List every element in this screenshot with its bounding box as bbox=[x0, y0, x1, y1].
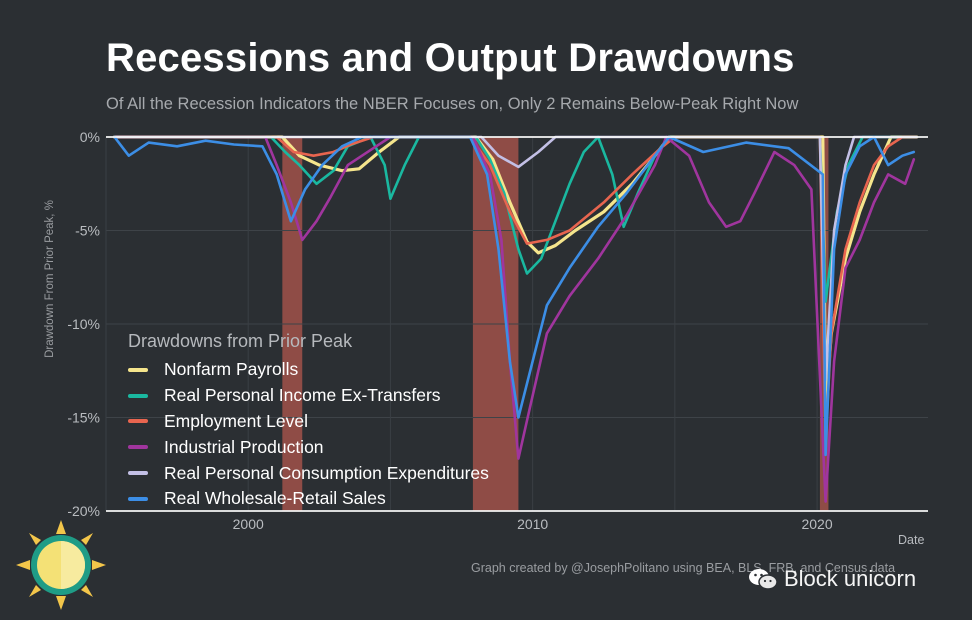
x-tick-label: 2020 bbox=[801, 516, 832, 532]
legend-swatch bbox=[128, 496, 148, 501]
legend-item: Real Personal Consumption Expenditures bbox=[128, 460, 489, 486]
legend-label: Employment Level bbox=[164, 410, 308, 431]
legend-item: Nonfarm Payrolls bbox=[128, 357, 489, 383]
legend-label: Real Personal Income Ex-Transfers bbox=[164, 385, 441, 406]
watermark: Block unicorn bbox=[748, 566, 916, 592]
y-tick-label: -10% bbox=[67, 316, 100, 332]
sun-logo bbox=[16, 520, 106, 615]
series-line-industrial-production bbox=[113, 135, 916, 503]
legend-label: Nonfarm Payrolls bbox=[164, 359, 299, 380]
legend-item: Real Personal Income Ex-Transfers bbox=[128, 383, 489, 409]
legend-label: Industrial Production bbox=[164, 436, 324, 457]
y-tick-label: 0% bbox=[80, 129, 100, 145]
y-tick-label: -20% bbox=[67, 503, 100, 519]
legend-item: Employment Level bbox=[128, 409, 489, 435]
series-line-real-wholesale-retail-sales bbox=[113, 135, 916, 457]
x-tick-label: 2000 bbox=[233, 516, 264, 532]
legend-swatch bbox=[128, 367, 148, 372]
y-tick-label: -15% bbox=[67, 410, 100, 426]
legend-swatch bbox=[128, 419, 148, 424]
x-tick-label: 2010 bbox=[517, 516, 548, 532]
axes: 0% -5% -10% -15% -20% 2000 2010 2020 Drawdown Fr… bbox=[44, 129, 928, 532]
watermark-text: Block unicorn bbox=[784, 566, 917, 591]
legend-label: Real Wholesale-Retail Sales bbox=[164, 488, 386, 509]
series-lines bbox=[112, 135, 919, 503]
source-caption: Graph created by @JosephPolitano using B… bbox=[471, 561, 896, 575]
wechat-icon bbox=[748, 567, 778, 591]
legend-title: Drawdowns from Prior Peak bbox=[128, 331, 353, 351]
y-tick-label: -5% bbox=[75, 223, 100, 239]
y-axis-label: Drawdown From Prior Peak, % bbox=[44, 200, 56, 358]
x-axis-label: Date bbox=[898, 533, 925, 547]
legend-item: Real Wholesale-Retail Sales bbox=[128, 486, 489, 512]
legend-swatch bbox=[128, 471, 148, 476]
legend-label: Real Personal Consumption Expenditures bbox=[164, 462, 489, 483]
legend-swatch bbox=[128, 393, 148, 398]
legend-swatch bbox=[128, 445, 148, 450]
chart-legend: Drawdowns from Prior Peak Nonfarm Payrol… bbox=[128, 331, 489, 512]
chart-subtitle: Of All the Recession Indicators the NBER… bbox=[106, 95, 799, 113]
chart-title: Recessions and Output Drawdowns bbox=[106, 36, 795, 80]
legend-item: Industrial Production bbox=[128, 434, 489, 460]
